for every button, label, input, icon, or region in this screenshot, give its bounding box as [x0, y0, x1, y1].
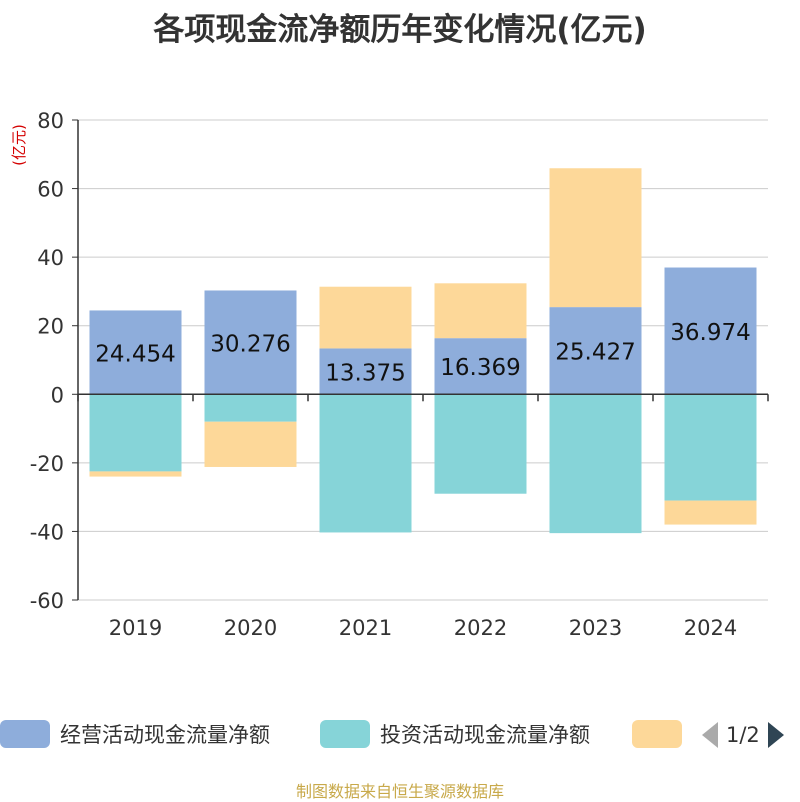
legend-item-third[interactable]	[632, 715, 682, 753]
x-tick-label-2021: 2021	[339, 616, 392, 640]
y-tick-label: -20	[30, 452, 64, 476]
bar-2021-series-2	[319, 286, 412, 349]
bar-2022-series-1	[434, 394, 527, 494]
data-label-2021: 13.375	[325, 360, 405, 386]
bar-2019-series-0	[89, 310, 182, 395]
source-footer: 制图数据来自恒生聚源数据库	[295, 782, 504, 801]
legend-swatch-third	[632, 720, 682, 748]
x-tick-label-2019: 2019	[109, 616, 162, 640]
axes: -60 -40 -20 0 20 40 60 80 2019 2020 2021 2022 2023 20…	[10, 109, 769, 640]
data-label-2022: 16.369	[440, 355, 520, 381]
legend-page-indicator: 1/2	[726, 723, 760, 747]
legend-label-operating: 经营活动现金流量净额	[60, 723, 270, 747]
bar-2024-series-0	[664, 267, 757, 395]
legend-item-investing[interactable]: 投资活动现金流量净额	[320, 715, 590, 753]
y-axis-unit-label: (亿元)	[10, 124, 28, 166]
next-page-icon[interactable]	[766, 720, 786, 750]
data-label-2024: 36.974	[670, 320, 750, 346]
legend: 经营活动现金流量净额 投资活动现金流量净额	[0, 715, 800, 755]
bar-2022-series-2	[434, 283, 527, 339]
bar-2023-series-0	[549, 307, 642, 395]
y-tick-label: 80	[37, 109, 64, 133]
x-tick-label-2020: 2020	[224, 616, 277, 640]
data-label-2020: 30.276	[210, 331, 290, 357]
legend-item-operating[interactable]: 经营活动现金流量净额	[0, 715, 270, 753]
bar-2019-series-1	[89, 394, 182, 472]
legend-swatch-investing	[320, 720, 370, 748]
bar-2022-series-0	[434, 338, 527, 395]
chart-canvas: -60 -40 -20 0 20 40 60 80 2019 2020 2021 2022 2023 20…	[10, 109, 769, 640]
bars	[89, 168, 757, 534]
legend-label-investing: 投资活动现金流量净额	[380, 723, 590, 747]
y-tick-label: 40	[37, 246, 64, 270]
x-tick-label-2022: 2022	[454, 616, 507, 640]
y-tick-label: 20	[37, 315, 64, 339]
y-tick-label: -40	[30, 520, 64, 544]
data-label-2019: 24.454	[95, 341, 175, 367]
bar-2023-series-2	[549, 168, 642, 308]
legend-swatch-operating	[0, 720, 50, 748]
bar-2020-series-1	[204, 394, 297, 422]
bar-2021-series-0	[319, 348, 412, 395]
legend-pager: 1/2	[700, 719, 786, 751]
bar-2021-series-1	[319, 394, 412, 533]
x-tick-label-2023: 2023	[569, 616, 622, 640]
bar-2024-series-1	[664, 394, 757, 501]
y-tick-label: 60	[37, 178, 64, 202]
x-tick-label-2024: 2024	[684, 616, 737, 640]
bar-2024-series-2	[664, 500, 757, 525]
data-label-2023: 25.427	[555, 340, 635, 366]
bar-2023-series-1	[549, 394, 642, 534]
prev-page-icon[interactable]	[700, 720, 720, 750]
grid-lines	[78, 119, 768, 601]
chart-title: 各项现金流净额历年变化情况(亿元)	[153, 12, 647, 48]
bar-2019-series-2	[89, 471, 182, 477]
bar-2020-series-0	[204, 290, 297, 395]
data-labels: 24.454 30.276 13.375 16.369 25.427 36.974	[95, 320, 750, 386]
y-tick-label: -60	[30, 589, 64, 613]
y-tick-label: 0	[51, 383, 64, 407]
bar-2020-series-2	[204, 421, 297, 467]
